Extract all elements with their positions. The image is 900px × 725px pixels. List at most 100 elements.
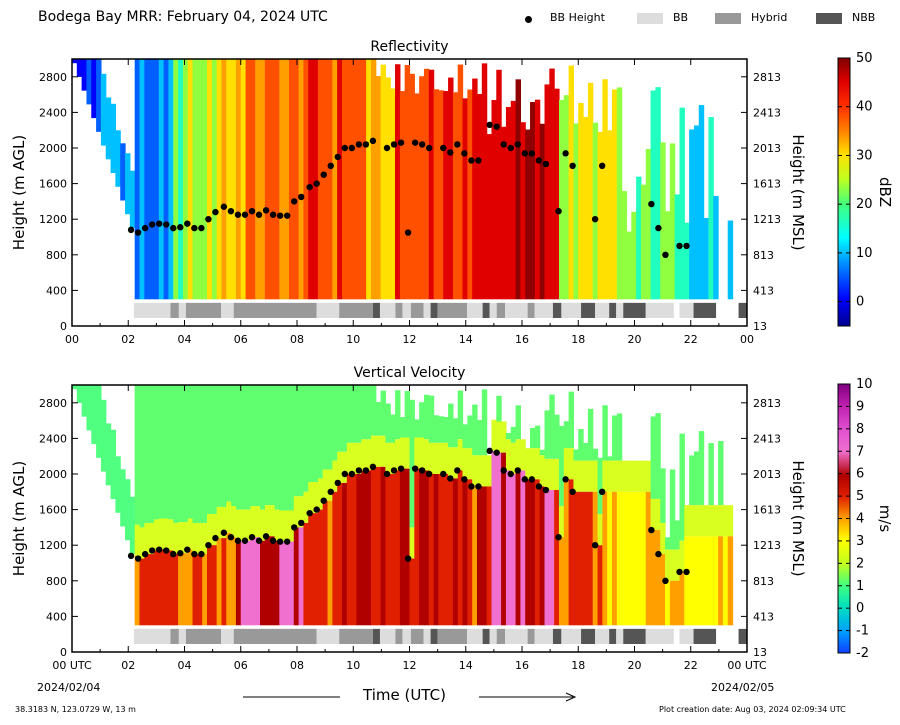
- colorbar-tick-label: 5: [856, 489, 864, 504]
- bb-height-point: [369, 137, 377, 145]
- heatmap-cell: [207, 514, 213, 546]
- heatmap-cell: [264, 385, 271, 506]
- heatmap-cell: [293, 385, 300, 497]
- heatmap-cell: [178, 59, 184, 300]
- bb-type-segment: [339, 302, 373, 318]
- bb-height-point: [177, 550, 184, 557]
- bb-height-point: [418, 141, 426, 148]
- bb-type-segment: [221, 302, 234, 318]
- colorbar-tick-label: 50: [856, 51, 873, 66]
- heatmap-cell: [303, 385, 309, 492]
- heatmap-cell: [602, 79, 608, 300]
- heatmap-cell: [636, 491, 642, 626]
- bb-height-point: [542, 160, 550, 168]
- heatmap-cell: [163, 59, 170, 300]
- heatmap-cell: [96, 385, 102, 458]
- bb-type-segment: [738, 302, 747, 318]
- colorbar-tick-label: 10: [856, 246, 873, 261]
- x-tick-label: 22: [684, 659, 698, 672]
- heatmap-cell: [409, 527, 415, 559]
- heatmap-cell: [674, 580, 681, 626]
- bb-type-segment: [430, 302, 438, 318]
- heatmap-cell: [260, 59, 266, 300]
- heatmap-cell: [317, 385, 324, 479]
- heatmap-cell: [443, 91, 449, 300]
- heatmap-cell: [452, 447, 459, 479]
- heatmap-cell: [192, 385, 198, 523]
- legend-label-hybrid: Hybrid: [751, 11, 788, 24]
- x-tick-label: 00: [65, 333, 79, 346]
- heatmap-cell: [187, 549, 194, 626]
- heatmap-cell: [568, 448, 575, 480]
- bb-type-segment: [616, 302, 624, 318]
- heatmap-cell: [139, 558, 145, 626]
- heatmap-cell: [182, 59, 189, 300]
- bb-type-segment: [410, 628, 424, 644]
- heatmap-cell: [520, 470, 526, 626]
- heatmap-cell: [366, 59, 372, 300]
- bb-height-point: [507, 144, 514, 152]
- heatmap-cell: [351, 59, 358, 300]
- heatmap-cell: [260, 540, 266, 626]
- heatmap-cell: [404, 391, 411, 438]
- y-tick-label: 1200: [39, 213, 67, 226]
- heatmap-cell: [655, 413, 661, 499]
- heatmap-cell: [245, 540, 251, 626]
- y-tick-label: 400: [46, 610, 67, 623]
- heatmap-cell: [173, 385, 179, 523]
- bb-height-point: [191, 224, 198, 232]
- heatmap-cell: [472, 486, 478, 626]
- bb-height-point: [569, 488, 576, 495]
- heatmap-cell: [235, 540, 242, 626]
- bb-height-point: [569, 162, 576, 169]
- heatmap-cell: [419, 76, 425, 300]
- bb-height-point: [486, 121, 493, 129]
- y-tick-label-right: 2013: [753, 142, 781, 155]
- bb-height-point: [141, 224, 149, 232]
- heatmap-cell: [178, 553, 184, 626]
- heatmap-cell: [153, 519, 160, 551]
- heatmap-cell: [260, 509, 266, 541]
- bb-type-segment: [482, 302, 490, 318]
- heatmap-cell: [414, 468, 420, 626]
- heatmap-cell: [549, 490, 555, 626]
- y-tick-label-right: 813: [753, 249, 774, 262]
- figure-title: Bodega Bay MRR: February 04, 2024 UTC: [38, 9, 328, 25]
- heatmap-cell: [708, 505, 714, 537]
- heatmap-cell: [655, 87, 661, 300]
- heatmap-cell: [525, 479, 531, 626]
- y-tick-label: 0: [60, 320, 67, 333]
- heatmap-cell: [583, 442, 589, 461]
- heatmap-cell: [669, 580, 676, 626]
- bb-height-point: [134, 555, 142, 562]
- y-tick-label: 1600: [39, 178, 67, 191]
- heatmap-cell: [549, 394, 555, 459]
- x-tick-label: 18: [571, 659, 585, 672]
- bb-height-point: [313, 506, 320, 513]
- heatmap-cell: [423, 470, 430, 626]
- bb-height-point: [676, 242, 683, 250]
- heatmap-cell: [399, 91, 406, 300]
- colorbar-tick-label: 3: [856, 534, 864, 549]
- heatmap-cell: [202, 385, 208, 523]
- heatmap-cell: [674, 520, 681, 550]
- heatmap-cell: [390, 442, 396, 474]
- bb-height-point: [383, 470, 391, 478]
- heatmap-cell: [448, 403, 454, 448]
- heatmap-cell: [332, 59, 338, 300]
- bb-height-point: [514, 141, 521, 148]
- heatmap-cell: [361, 439, 367, 471]
- heatmap-cell: [356, 385, 362, 443]
- y-tick-label: 1600: [39, 504, 67, 517]
- heatmap-cell: [467, 415, 473, 449]
- heatmap-cell: [125, 153, 131, 215]
- location-text: 38.3183 N, 123.0729 W, 13 m: [15, 705, 136, 714]
- heatmap-cell: [370, 466, 377, 626]
- heatmap-cell: [149, 59, 155, 300]
- bb-type-segment: [679, 302, 694, 318]
- heatmap-cell: [308, 59, 314, 300]
- heatmap-cell: [554, 490, 560, 626]
- heatmap-cell: [293, 527, 300, 626]
- y-axis-label: Height (m AGL): [10, 461, 28, 576]
- colorbar-tick-label: 8: [856, 422, 864, 437]
